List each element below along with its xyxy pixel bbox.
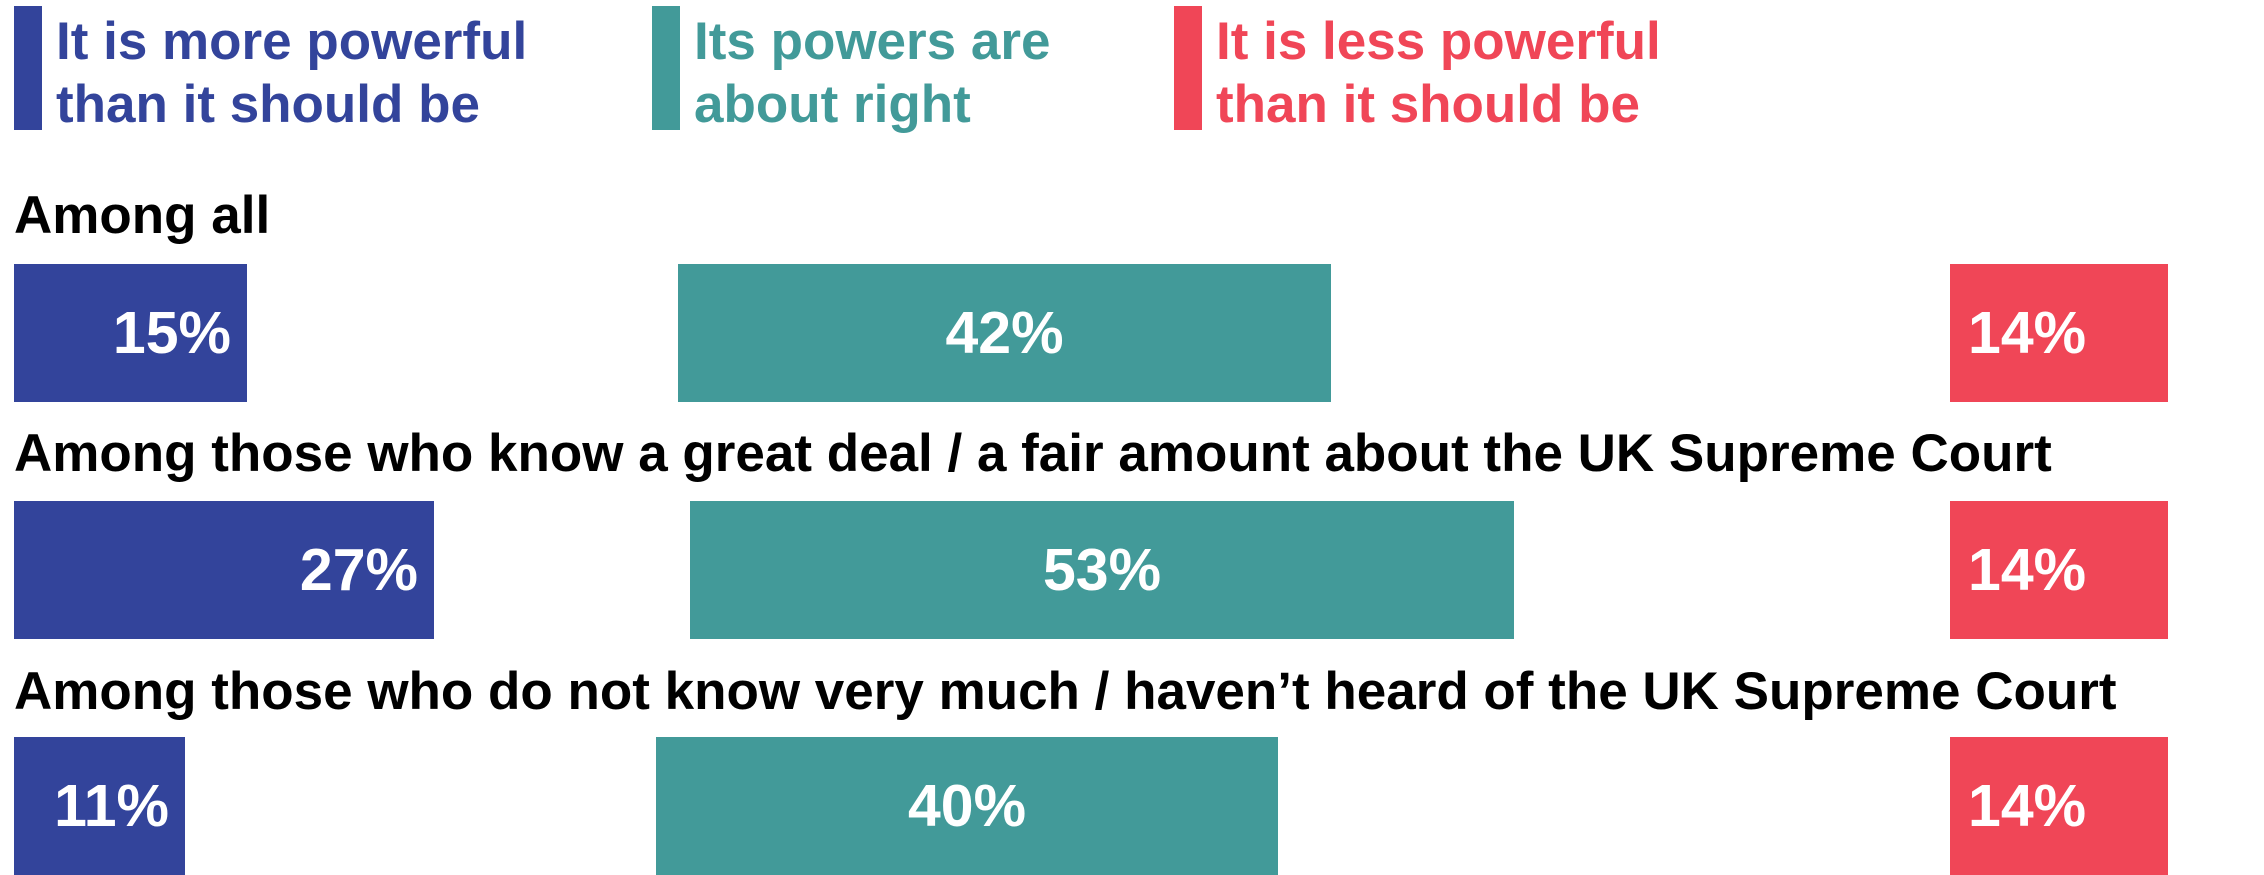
legend-swatch — [652, 6, 680, 130]
group-label: Among those who do not know very much / … — [14, 662, 2117, 721]
data-label: 42% — [945, 300, 1064, 366]
bar — [14, 501, 434, 639]
legend-label: Its powers are about right — [694, 12, 1051, 134]
legend-label: It is less powerful than it should be — [1216, 12, 1661, 134]
bar — [1950, 501, 2168, 639]
bar — [656, 737, 1278, 875]
group-label: Among those who know a great deal / a fa… — [14, 424, 2052, 483]
bar — [678, 264, 1331, 402]
data-label: 14% — [1968, 773, 2087, 839]
bar — [1950, 737, 2168, 875]
bar — [14, 264, 247, 402]
data-label: 11% — [54, 773, 169, 839]
legend-swatch — [1174, 6, 1202, 130]
data-label: 40% — [907, 773, 1027, 839]
legend-swatch — [14, 6, 42, 130]
data-label: 14% — [1968, 537, 2087, 603]
data-label: 15% — [112, 300, 231, 366]
bar — [690, 501, 1514, 639]
data-label: 27% — [299, 537, 418, 603]
bar — [14, 737, 185, 875]
group-label: Among all — [14, 186, 271, 245]
data-label: 14% — [1968, 300, 2087, 366]
data-label: 53% — [1042, 537, 1162, 603]
bar — [1950, 264, 2168, 402]
legend-label: It is more powerful than it should be — [56, 12, 528, 134]
